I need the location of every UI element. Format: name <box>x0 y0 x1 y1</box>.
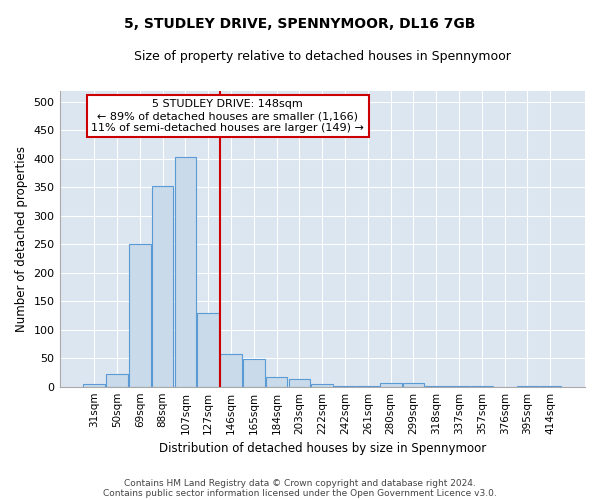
Bar <box>175 157 196 386</box>
Bar <box>289 380 310 386</box>
Bar <box>266 377 287 386</box>
Bar <box>243 359 265 386</box>
Y-axis label: Number of detached properties: Number of detached properties <box>15 146 28 332</box>
Title: Size of property relative to detached houses in Spennymoor: Size of property relative to detached ho… <box>134 50 511 63</box>
Bar <box>380 382 401 386</box>
Bar <box>403 384 424 386</box>
Bar <box>129 244 151 386</box>
Bar <box>106 374 128 386</box>
X-axis label: Distribution of detached houses by size in Spennymoor: Distribution of detached houses by size … <box>158 442 486 455</box>
Bar <box>197 312 219 386</box>
Bar <box>311 384 333 386</box>
Bar <box>152 186 173 386</box>
Text: 5 STUDLEY DRIVE: 148sqm
← 89% of detached houses are smaller (1,166)
11% of semi: 5 STUDLEY DRIVE: 148sqm ← 89% of detache… <box>91 100 364 132</box>
Bar <box>220 354 242 386</box>
Text: 5, STUDLEY DRIVE, SPENNYMOOR, DL16 7GB: 5, STUDLEY DRIVE, SPENNYMOOR, DL16 7GB <box>124 18 476 32</box>
Bar <box>83 384 105 386</box>
Text: Contains public sector information licensed under the Open Government Licence v3: Contains public sector information licen… <box>103 488 497 498</box>
Text: Contains HM Land Registry data © Crown copyright and database right 2024.: Contains HM Land Registry data © Crown c… <box>124 478 476 488</box>
